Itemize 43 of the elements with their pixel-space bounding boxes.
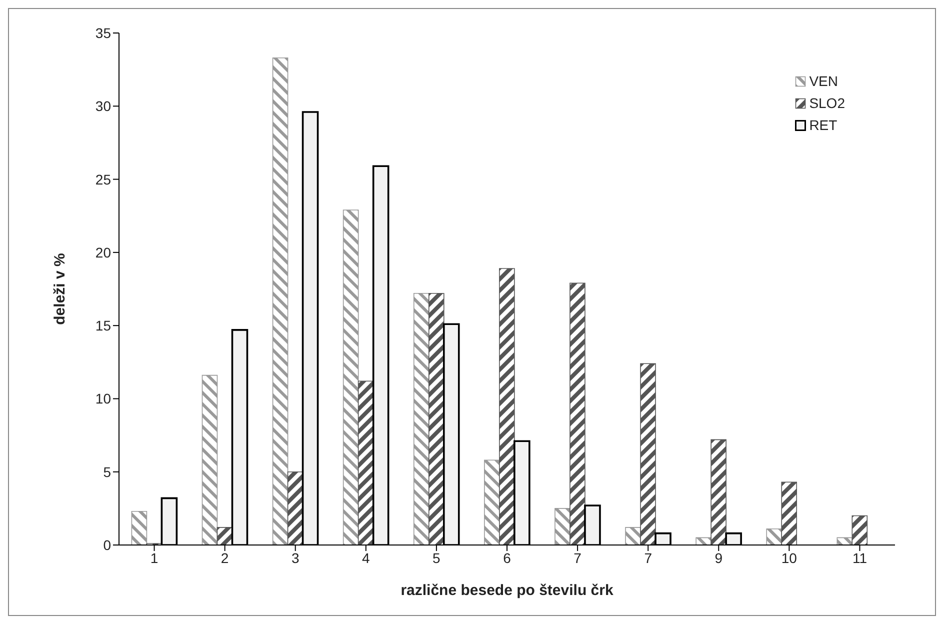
y-tick-label: 15 — [95, 318, 112, 334]
x-tick-label: 2 — [220, 550, 229, 566]
bar — [287, 471, 304, 545]
y-tick-label: 0 — [103, 536, 112, 553]
bar — [570, 282, 586, 545]
bar — [413, 292, 430, 545]
bar — [640, 363, 656, 545]
y-tick-label: 30 — [95, 98, 112, 114]
y-axis-title: deleži v % — [51, 253, 68, 325]
legend-label: RET — [809, 117, 838, 133]
legend-label: SLO2 — [809, 95, 845, 111]
bar — [216, 527, 233, 545]
x-tick-label: 11 — [852, 550, 868, 566]
bar — [484, 460, 500, 545]
bar — [710, 439, 726, 545]
x-tick-label: 7 — [574, 550, 582, 566]
bar — [852, 515, 868, 545]
y-tick-label: 25 — [95, 171, 112, 188]
bar — [358, 380, 374, 545]
x-tick-label: 9 — [714, 550, 723, 566]
x-tick-label: 6 — [503, 550, 512, 566]
x-tick-label: 10 — [781, 550, 798, 566]
x-tick-label: 4 — [362, 550, 370, 566]
bar — [342, 210, 359, 545]
x-axis-title: različne besede po številu črk — [400, 582, 614, 599]
bar — [202, 374, 218, 545]
bar — [781, 482, 798, 545]
x-tick-label: 5 — [432, 550, 441, 566]
y-tick-label: 10 — [95, 390, 112, 407]
bar — [766, 528, 782, 545]
bar — [272, 57, 288, 545]
x-tick-label: 7 — [644, 550, 652, 566]
bar — [499, 268, 515, 545]
bar — [428, 292, 444, 545]
bar — [554, 508, 570, 545]
legend-label: VEN — [809, 73, 838, 89]
y-tick-label: 20 — [95, 244, 112, 260]
y-tick-label: 5 — [103, 464, 112, 480]
y-tick-label: 35 — [95, 24, 112, 41]
bar — [131, 510, 148, 545]
x-tick-label: 1 — [150, 550, 158, 566]
bar — [625, 527, 641, 545]
x-tick-label: 3 — [291, 550, 300, 566]
